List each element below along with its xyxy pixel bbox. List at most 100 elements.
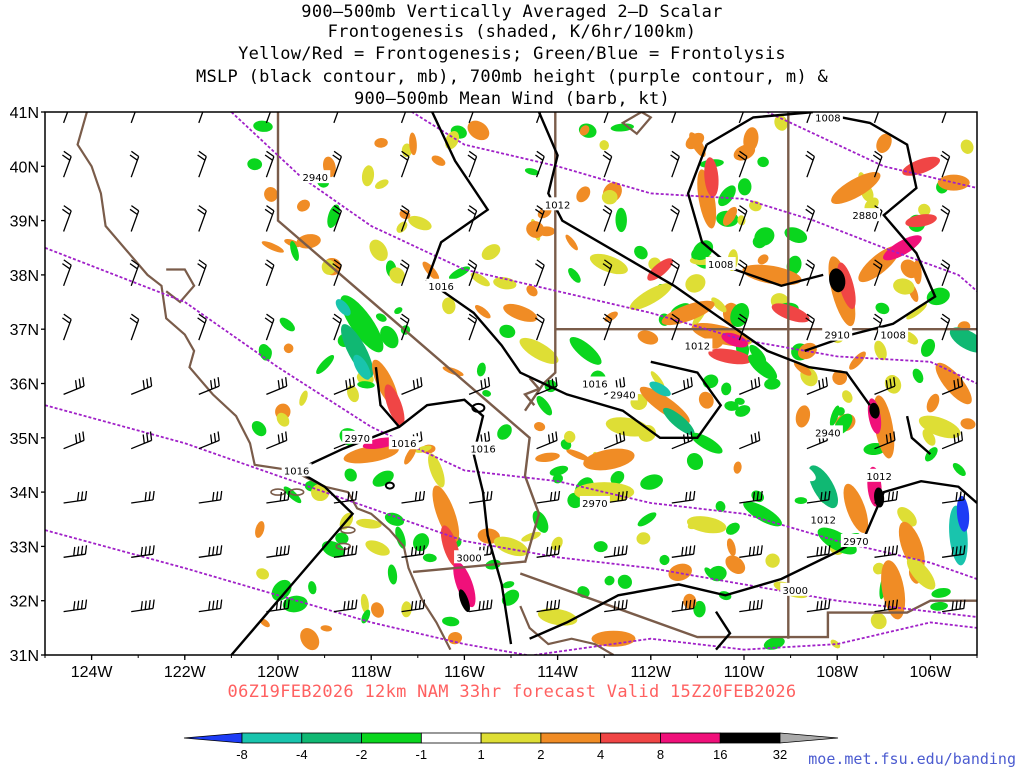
shade-cell (365, 540, 390, 556)
contour-label-bg (812, 110, 843, 124)
lat-label: 32N (10, 594, 39, 611)
lon-label: 106W (910, 664, 953, 681)
lon-label: 120W (257, 664, 300, 681)
wind-barb (129, 259, 140, 287)
height-contour (45, 246, 977, 580)
wind-barb (670, 259, 680, 287)
wind-barb (940, 313, 951, 341)
shade-cell (442, 616, 460, 627)
wind-barb (602, 313, 613, 341)
shade-cell (876, 133, 892, 153)
lat-label: 31N (10, 648, 39, 665)
contour-label: 2970 (582, 499, 607, 510)
state-border (276, 112, 541, 564)
shade-cell (843, 483, 869, 534)
wind-barb (806, 490, 831, 504)
shade-cell (831, 171, 881, 205)
wind-barb (604, 545, 628, 558)
shade-cell (568, 268, 581, 283)
shade-cell (549, 465, 569, 476)
shade-cell (952, 463, 966, 476)
mslp-contours (230, 112, 977, 655)
height-contour (230, 112, 977, 385)
shade-cell (617, 574, 632, 589)
shade-cell (691, 247, 704, 260)
wind-barb (131, 490, 155, 504)
shade-cell (898, 521, 925, 572)
wind-barb (739, 431, 761, 450)
wind-barb (401, 545, 426, 558)
wind-barb (198, 377, 220, 396)
credit-link[interactable]: moe.met.fsu.edu/banding (808, 750, 1016, 768)
shade-cell (431, 155, 446, 166)
mslp-contour (529, 479, 977, 640)
coastline (76, 112, 653, 655)
shade-cell (718, 185, 736, 207)
shade-cell (300, 628, 320, 651)
shade-cell (467, 120, 490, 141)
contour-label: 2940 (303, 173, 328, 184)
mslp-contour (471, 402, 486, 413)
colorbar-label: 8 (657, 747, 664, 762)
lon-label: 108W (816, 664, 859, 681)
shade-cell (264, 186, 278, 202)
shade-cell (347, 385, 359, 403)
contour-label: 1016 (470, 445, 495, 456)
colorbar-arrow-low (183, 732, 243, 744)
contour-label-bg (682, 338, 713, 352)
shade-cell (926, 393, 940, 413)
shade-cell (832, 370, 848, 386)
shade-cell (924, 530, 955, 574)
shade-cell (905, 214, 937, 228)
shade-cell (374, 137, 388, 148)
contour-label-bg (780, 582, 811, 596)
shade-cell (290, 241, 299, 261)
wind-barb (401, 377, 423, 396)
shade-cell (636, 532, 651, 545)
wind-barb (739, 545, 763, 558)
shade-cell (930, 601, 948, 611)
wind-barb (536, 490, 561, 504)
wind-barb (332, 313, 343, 341)
state-border (412, 560, 526, 574)
wind-barb (333, 490, 358, 504)
shade-cell (583, 448, 635, 471)
shade-cell (668, 563, 692, 581)
shade-cell (499, 324, 516, 339)
wind-barb (129, 313, 140, 341)
shade-cell (795, 405, 811, 428)
wind-barb (399, 259, 410, 287)
wind-barb (739, 377, 761, 396)
wind-barb (737, 205, 748, 232)
wind-barb (941, 431, 964, 450)
height-contour (765, 112, 977, 189)
wind-barb (197, 259, 207, 287)
colorbar-segment (719, 732, 781, 744)
lon-label: 118W (351, 664, 393, 681)
shade-cell (659, 554, 670, 566)
contour-label: 1016 (391, 439, 416, 450)
colorbar-arrow-high (779, 732, 839, 744)
wind-barb (63, 377, 85, 396)
shade-cell (686, 453, 704, 470)
wind-barb (332, 150, 343, 178)
wind-barb (874, 490, 899, 504)
shade-cell (526, 285, 538, 297)
shade-cell (297, 199, 310, 212)
shade-cell (686, 516, 727, 534)
title-line-1: 900–500mb Vertically Averaged 2–D Scalar (301, 2, 723, 22)
shade-cell (453, 561, 476, 608)
title-line-2: Frontogenesis (shaded, K/6hr/100km) (327, 22, 697, 42)
shade-cell (754, 227, 775, 246)
wind-barb (333, 599, 358, 613)
shade-cell (784, 227, 808, 243)
contour-label: 2970 (344, 434, 369, 445)
shade-cell (524, 168, 540, 176)
wind-barb (264, 205, 275, 232)
shade-cell (384, 512, 405, 526)
lon-label: 110W (724, 664, 766, 681)
wind-barb (197, 150, 207, 178)
wind-barb (399, 150, 410, 178)
wind-barb (874, 377, 896, 396)
